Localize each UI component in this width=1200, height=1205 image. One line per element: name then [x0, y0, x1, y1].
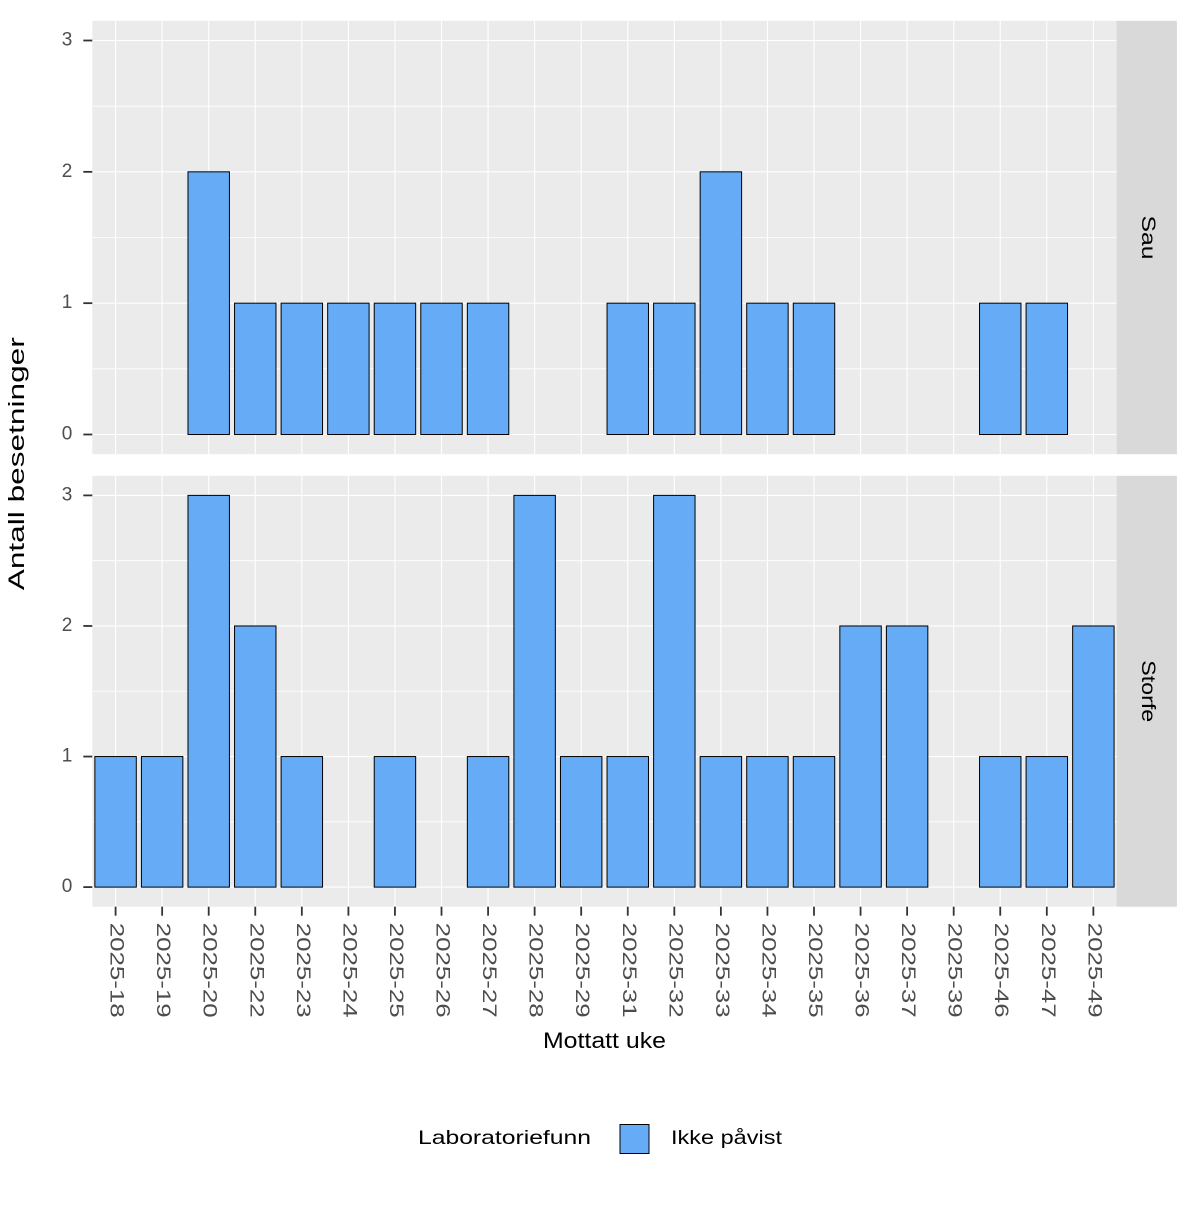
svg-text:2: 2: [62, 161, 73, 182]
svg-text:2025-35: 2025-35: [804, 923, 825, 1018]
svg-text:2025-46: 2025-46: [990, 923, 1011, 1018]
svg-text:2025-49: 2025-49: [1083, 923, 1104, 1018]
svg-text:1: 1: [62, 746, 73, 767]
svg-text:2025-19: 2025-19: [152, 923, 173, 1018]
svg-text:2025-33: 2025-33: [711, 923, 732, 1018]
svg-text:Mottatt uke: Mottatt uke: [543, 1028, 666, 1053]
svg-text:2025-32: 2025-32: [664, 923, 685, 1018]
svg-text:2025-27: 2025-27: [478, 923, 499, 1018]
svg-text:2025-24: 2025-24: [338, 923, 359, 1019]
svg-text:Laboratoriefunn: Laboratoriefunn: [418, 1127, 591, 1149]
svg-text:2025-34: 2025-34: [757, 923, 778, 1019]
svg-text:2025-47: 2025-47: [1037, 923, 1058, 1018]
svg-text:Ikke påvist: Ikke påvist: [671, 1127, 783, 1149]
svg-text:2025-18: 2025-18: [106, 923, 127, 1018]
svg-text:Antall besetninger: Antall besetninger: [4, 337, 29, 590]
svg-text:0: 0: [62, 876, 73, 897]
svg-text:2: 2: [62, 615, 73, 636]
svg-text:2025-31: 2025-31: [618, 923, 639, 1018]
svg-text:2025-39: 2025-39: [944, 923, 965, 1018]
svg-text:2025-26: 2025-26: [431, 923, 452, 1018]
svg-text:Storfe: Storfe: [1137, 660, 1158, 722]
svg-text:3: 3: [62, 484, 73, 505]
svg-text:2025-22: 2025-22: [245, 923, 266, 1018]
svg-text:2025-37: 2025-37: [897, 923, 918, 1018]
svg-text:2025-23: 2025-23: [292, 923, 313, 1018]
svg-text:2025-28: 2025-28: [525, 923, 546, 1018]
svg-text:1: 1: [62, 292, 73, 313]
svg-text:2025-29: 2025-29: [571, 923, 592, 1018]
svg-text:3: 3: [62, 30, 73, 51]
svg-text:2025-25: 2025-25: [385, 923, 406, 1018]
svg-text:2025-36: 2025-36: [851, 923, 872, 1018]
svg-text:Sau: Sau: [1137, 216, 1158, 260]
svg-text:0: 0: [62, 424, 73, 445]
svg-text:2025-20: 2025-20: [199, 923, 220, 1018]
